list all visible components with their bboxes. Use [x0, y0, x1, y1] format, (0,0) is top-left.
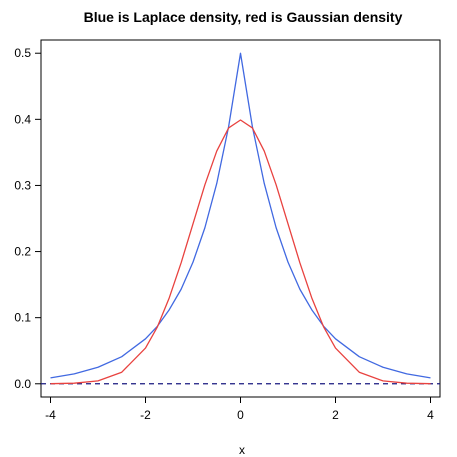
- y-tick-label: 0.3: [14, 178, 31, 192]
- y-tick-label: 0.4: [14, 112, 31, 126]
- x-tick-label: -4: [45, 408, 56, 422]
- chart-title: Blue is Laplace density, red is Gaussian…: [84, 9, 403, 25]
- x-axis-label: x: [239, 443, 245, 457]
- y-tick-label: 0.1: [14, 311, 31, 325]
- plot-frame: [40, 39, 441, 398]
- y-tick-label: 0.5: [14, 46, 31, 60]
- y-tick-label: 0.2: [14, 245, 31, 259]
- x-axis: -4 -2 0 2 4: [45, 396, 434, 422]
- series-layer: [41, 52, 440, 385]
- y-tick-label: 0.0: [14, 377, 31, 391]
- gaussian-density-line: [50, 119, 431, 385]
- x-tick-label: 0: [237, 408, 244, 422]
- x-tick-label: 2: [332, 408, 339, 422]
- y-axis: 0.0 0.1 0.2 0.3 0.4 0.5: [14, 46, 42, 391]
- x-tick-label: 4: [427, 408, 434, 422]
- laplace-density-line: [50, 52, 431, 379]
- x-tick-label: -2: [140, 408, 151, 422]
